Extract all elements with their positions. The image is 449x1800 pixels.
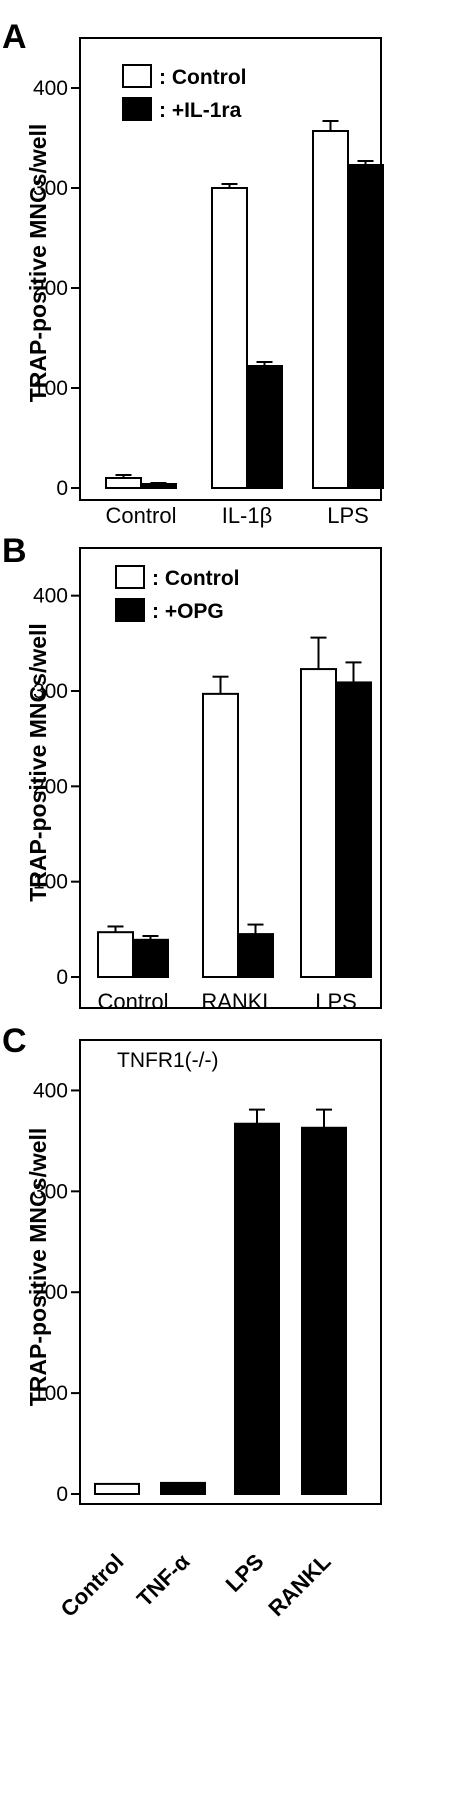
panel-b-ytick-label: 300 — [33, 680, 68, 703]
panel-b-bar — [335, 681, 372, 978]
panel-b-ytick-label: 200 — [33, 775, 68, 798]
panel-a-category-label: LPS — [327, 503, 369, 528]
panel-a-legend-label: : +IL-1ra — [159, 99, 242, 122]
panel-a-bar — [211, 187, 248, 489]
panel-a-bar — [347, 164, 384, 489]
panel-a-category-label: IL-1β — [222, 503, 273, 528]
panel-a-bar — [312, 130, 349, 489]
panel-a-bar — [140, 483, 177, 489]
panel-b-legend-label: : +OPG — [152, 600, 224, 623]
panel-b-category-label: LPS — [315, 989, 357, 1014]
panel-b-frame — [79, 547, 382, 1009]
panel-a-bar — [105, 477, 142, 489]
panel-a-ytick-label: 400 — [33, 77, 68, 100]
panel-c-category-label: RANKL — [263, 1549, 335, 1621]
panel-c-ytick-label: 200 — [33, 1281, 68, 1304]
panel-b-bar — [202, 692, 239, 978]
panel-a-ytick-label: 300 — [33, 177, 68, 200]
panel-a-y-axis-label: TRAP-positive MNCs/well — [25, 124, 51, 403]
panel-c-bar — [301, 1126, 347, 1495]
panel-c-ytick-label: 100 — [33, 1382, 68, 1405]
panel-c-letter: C — [2, 1022, 27, 1060]
panel-b-category-label: RANKL — [201, 989, 274, 1014]
panel-a-legend-swatch — [122, 97, 152, 121]
panel-c-bar — [160, 1481, 206, 1495]
panel-b-ytick-label: 0 — [56, 966, 68, 989]
panel-a-category-label: Control — [106, 503, 177, 528]
panel-c-frame — [79, 1039, 382, 1505]
panel-c-category-label: TNF-α — [132, 1549, 195, 1612]
panel-b-bar — [300, 668, 337, 978]
panel-b-y-axis-label: TRAP-positive MNCs/well — [25, 623, 51, 902]
panel-c-annotation: TNFR1(-/-) — [117, 1049, 218, 1072]
panel-c-bar — [234, 1122, 280, 1495]
panel-c-ytick-label: 0 — [56, 1483, 68, 1506]
panel-b-legend-swatch — [115, 598, 145, 622]
panel-a-letter: A — [2, 18, 27, 56]
panel-b-letter: B — [2, 532, 27, 570]
panel-b-bar — [132, 938, 169, 979]
panel-a-ytick-label: 0 — [56, 477, 68, 500]
panel-c-ytick-label: 300 — [33, 1180, 68, 1203]
panel-c-y-axis-label: TRAP-positive MNCs/well — [25, 1128, 51, 1407]
panel-b-legend-swatch — [115, 565, 145, 589]
panel-a-bar — [246, 365, 283, 489]
panel-b-legend-label: : Control — [152, 567, 239, 590]
panel-a-ytick-label: 100 — [33, 377, 68, 400]
panel-a-ytick-label: 200 — [33, 277, 68, 300]
panel-b-ytick-label: 400 — [33, 585, 68, 608]
panel-b-bar — [97, 931, 134, 979]
panel-b-bar — [237, 933, 274, 978]
panel-b-category-label: Control — [98, 989, 169, 1014]
panel-a-legend-swatch — [122, 64, 152, 88]
panel-c-category-label: LPS — [221, 1549, 269, 1597]
panel-c-bar — [94, 1482, 140, 1496]
panel-c-category-label: Control — [56, 1549, 129, 1622]
panel-c-ytick-label: 400 — [33, 1079, 68, 1102]
panel-a-legend-label: : Control — [159, 66, 246, 89]
panel-b-ytick-label: 100 — [33, 871, 68, 894]
